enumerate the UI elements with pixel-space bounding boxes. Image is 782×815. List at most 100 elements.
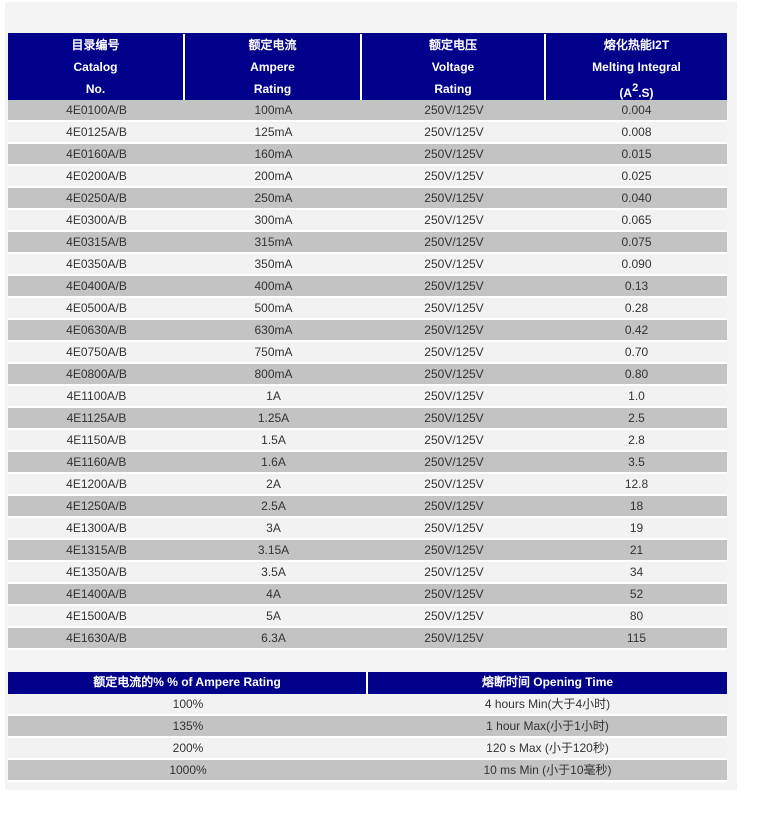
table-row: 4E0250A/B 250mA 250V/125V 0.040 [8, 188, 727, 210]
table-cell: 4E1160A/B [66, 455, 127, 469]
table-cell: 4E0100A/B [66, 103, 127, 117]
table-row: 4E1300A/B 3A 250V/125V 19 [8, 518, 727, 540]
opening-table-header: 额定电流的% % of Ampere Rating 熔断时间 Opening T… [8, 672, 727, 694]
table-cell: 4E0800A/B [66, 367, 127, 381]
table-cell: 800mA [254, 367, 293, 381]
table-cell: 4E1350A/B [66, 565, 127, 579]
catalog-table: 目录编号 Catalog No. 额定电流 Ampere Rating 额定电压… [8, 33, 727, 650]
table-cell: 250V/125V [424, 125, 484, 139]
table-cell: 19 [629, 521, 644, 535]
table-cell: 250V/125V [424, 213, 484, 227]
table-cell: 115 [626, 631, 647, 645]
header-catalog-no: 目录编号 Catalog No. [8, 34, 185, 100]
table-cell: 4E1315A/B [66, 543, 127, 557]
table-cell: 80 [629, 609, 644, 623]
table-row: 4E1500A/B 5A 250V/125V 80 [8, 606, 727, 628]
table-cell: 250V/125V [424, 455, 484, 469]
table-cell: 34 [629, 565, 644, 579]
table-row: 4E1400A/B 4A 250V/125V 52 [8, 584, 727, 606]
table-row: 4E0800A/B 800mA 250V/125V 0.80 [8, 364, 727, 386]
table-cell: 250V/125V [424, 477, 484, 491]
table-row: 4E0750A/B 750mA 250V/125V 0.70 [8, 342, 727, 364]
table-row: 4E1150A/B 1.5A 250V/125V 2.8 [8, 430, 727, 452]
table-cell: 0.008 [621, 125, 652, 139]
table-cell: 4E1630A/B [66, 631, 127, 645]
table-cell: 6.3A [261, 631, 286, 645]
table-cell: 5A [266, 609, 281, 623]
table-cell: 250V/125V [424, 389, 484, 403]
table-cell: 2A [266, 477, 281, 491]
header-ampere-en2: Rating [253, 82, 292, 96]
table-cell: 4E1400A/B [66, 587, 127, 601]
table-row: 4E1200A/B 2A 250V/125V 12.8 [8, 474, 727, 496]
table-cell: 1.6A [261, 455, 286, 469]
table-cell: 250V/125V [424, 631, 484, 645]
i2t-unit-post: .S) [638, 86, 654, 100]
table-cell: 0.040 [621, 191, 652, 205]
table-cell: 3.15A [257, 543, 290, 557]
table-cell: 135% [172, 719, 204, 733]
table-cell: 4E0750A/B [66, 345, 127, 359]
table-row: 4E0200A/B 200mA 250V/125V 0.025 [8, 166, 727, 188]
table-cell: 250V/125V [424, 587, 484, 601]
table-cell: 1.5A [261, 433, 286, 447]
table-cell: 4E1125A/B [66, 411, 127, 425]
table-cell: 125mA [254, 125, 293, 139]
table-cell: 250V/125V [424, 521, 484, 535]
content-panel: 目录编号 Catalog No. 额定电流 Ampere Rating 额定电压… [5, 2, 737, 790]
table-cell: 4E1150A/B [66, 433, 127, 447]
table-cell: 4E0630A/B [66, 323, 127, 337]
table-cell: 100% [172, 697, 204, 711]
table-cell: 1 hour Max(小于1小时) [486, 719, 609, 733]
table-cell: 0.090 [621, 257, 652, 271]
table-row: 4E0400A/B 400mA 250V/125V 0.13 [8, 276, 727, 298]
header-opening-time: 熔断时间 Opening Time [481, 675, 614, 689]
table-cell: 4E0400A/B [66, 279, 127, 293]
table-cell: 4E0250A/B [66, 191, 127, 205]
table-row: 4E0125A/B 125mA 250V/125V 0.008 [8, 122, 727, 144]
table-cell: 500mA [254, 301, 293, 315]
table-row: 4E0500A/B 500mA 250V/125V 0.28 [8, 298, 727, 320]
table-cell: 4E0350A/B [66, 257, 127, 271]
table-cell: 2.5A [261, 499, 286, 513]
table-cell: 250V/125V [424, 367, 484, 381]
table-row: 4E1315A/B 3.15A 250V/125V 21 [8, 540, 727, 562]
table-cell: 250mA [254, 191, 293, 205]
opening-time-table: 额定电流的% % of Ampere Rating 熔断时间 Opening T… [8, 672, 727, 782]
table-row: 4E1160A/B 1.6A 250V/125V 3.5 [8, 452, 727, 474]
table-cell: 0.025 [621, 169, 652, 183]
table-cell: 1A [266, 389, 281, 403]
table-cell: 200% [172, 741, 204, 755]
header-melting-integral: 熔化热能I2T Melting Integral (A2.S) [546, 34, 727, 100]
table-row: 200% 120 s Max (小于120秒) [8, 738, 727, 760]
table-row: 4E1350A/B 3.5A 250V/125V 34 [8, 562, 727, 584]
table-cell: 300mA [254, 213, 293, 227]
table-row: 100% 4 hours Min(大于4小时) [8, 694, 727, 716]
header-ampere-cn: 额定电流 [248, 38, 297, 52]
header-voltage-en2: Rating [434, 82, 472, 96]
table-cell: 4E0300A/B [66, 213, 127, 227]
table-cell: 250V/125V [424, 609, 484, 623]
table-cell: 250V/125V [424, 499, 484, 513]
header-ampere-rating: 额定电流 Ampere Rating [185, 34, 362, 100]
table-cell: 0.70 [624, 345, 649, 359]
table-cell: 0.80 [624, 367, 649, 381]
table-cell: 0.075 [621, 235, 652, 249]
table-cell: 200mA [254, 169, 293, 183]
header-catalog-no-en2: No. [85, 82, 106, 96]
table-cell: 3.5A [261, 565, 286, 579]
table-cell: 2.8 [628, 433, 645, 447]
table-row: 135% 1 hour Max(小于1小时) [8, 716, 727, 738]
table-cell: 250V/125V [424, 433, 484, 447]
table-row: 4E0630A/B 630mA 250V/125V 0.42 [8, 320, 727, 342]
table-cell: 1.25A [257, 411, 290, 425]
table-cell: 250V/125V [424, 257, 484, 271]
table-cell: 18 [629, 499, 644, 513]
table-cell: 750mA [254, 345, 293, 359]
table-cell: 0.42 [624, 323, 649, 337]
table-row: 4E0160A/B 160mA 250V/125V 0.015 [8, 144, 727, 166]
header-voltage-cn: 额定电压 [428, 38, 477, 52]
table-cell: 4E1300A/B [66, 521, 127, 535]
table-cell: 315mA [254, 235, 293, 249]
header-i2t-en: Melting Integral [592, 60, 681, 74]
